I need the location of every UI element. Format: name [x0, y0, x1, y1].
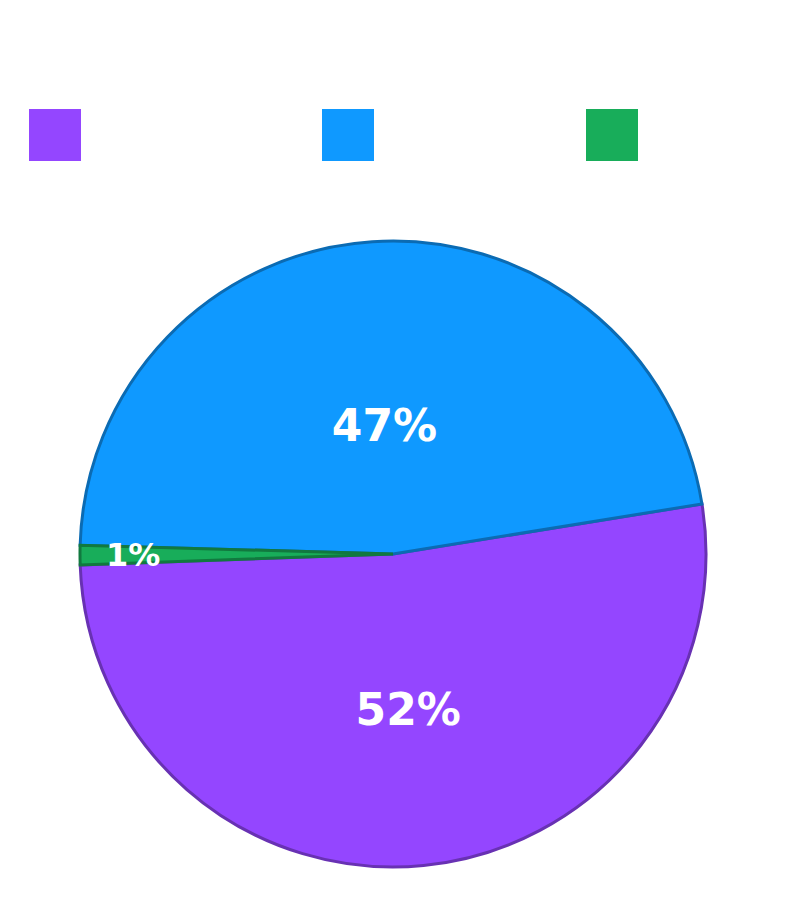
svg-text:52%: 52%: [356, 684, 461, 735]
svg-text:47%: 47%: [332, 400, 437, 451]
svg-text:1%: 1%: [106, 536, 160, 574]
